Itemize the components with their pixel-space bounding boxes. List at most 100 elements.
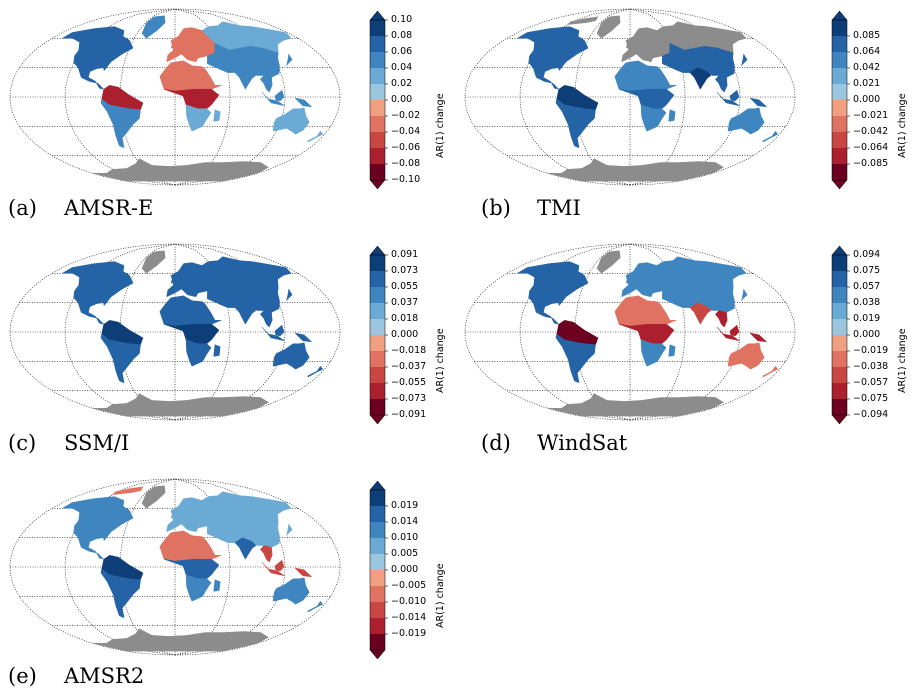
colorbar-svg <box>831 245 850 425</box>
colorbar-segment <box>832 52 847 69</box>
map-amsr2 <box>9 478 341 656</box>
panel-tmi: 0.085 0.064 0.042 0.021 0.000 −0.021 −0.042 −0.… <box>455 0 915 235</box>
colorbar-tick-label: −0.094 <box>853 409 889 420</box>
panel-amsr-e: 0.10 0.08 0.06 0.04 0.02 0.00 −0.02 −0.04 −0.06 −… <box>0 0 460 235</box>
land-borneo <box>274 559 285 572</box>
colorbar-segment <box>832 303 847 320</box>
colorbar-extend-top <box>369 480 386 491</box>
land-africa-s <box>185 104 212 132</box>
colorbar-tick-label: −0.010 <box>391 596 427 607</box>
colorbar-segment <box>370 602 385 619</box>
colorbar-segment <box>832 271 847 288</box>
graticule-meridian <box>574 8 631 186</box>
colorbar-svg <box>369 245 388 425</box>
panel-ssmi: 0.091 0.073 0.055 0.037 0.018 0.000 −0.018 −0.0… <box>0 235 460 470</box>
land-japan <box>741 53 748 66</box>
colorbar-tick-label: −0.018 <box>391 345 427 356</box>
colorbar-extend-top <box>831 245 848 256</box>
colorbar-segment <box>370 554 385 571</box>
colorbar-amsr-e: 0.10 0.08 0.06 0.04 0.02 0.00 −0.02 −0.04 −0.06 −… <box>368 10 458 190</box>
colorbar-segment <box>832 20 847 37</box>
land-uk <box>170 39 177 49</box>
colorbar-segment <box>370 303 385 320</box>
land-newguinea <box>749 332 768 343</box>
colorbar-tick-label: 0.042 <box>853 62 881 73</box>
land-madagascar <box>213 344 221 357</box>
colorbar-extend-bottom <box>831 414 848 425</box>
colorbar-segment <box>370 618 385 635</box>
colorbar-svg <box>369 480 388 660</box>
colorbar-windsat: 0.094 0.075 0.057 0.038 0.019 0.000 −0.019 −0.0… <box>830 245 915 425</box>
graticule-meridian <box>174 243 231 421</box>
colorbar-extend-top <box>369 245 386 256</box>
colorbar-tick-label: −0.08 <box>391 158 421 169</box>
land-india <box>689 302 712 325</box>
caption-amsr-e: (a) AMSR-E <box>8 196 153 220</box>
land-indonesia <box>716 326 740 342</box>
land-madagascar <box>668 344 676 357</box>
land-australia <box>272 107 310 135</box>
colorbar-extend-bottom <box>369 414 386 425</box>
colorbar-segment <box>370 538 385 555</box>
colorbar-tick-label: 0.038 <box>853 297 881 308</box>
colorbar-tick-label: 0.06 <box>391 46 413 57</box>
colorbar-tick-label: 0.00 <box>391 94 413 105</box>
colorbar-extend-top <box>831 10 848 21</box>
colorbar-segment <box>832 351 847 368</box>
colorbar-tick-label: 0.018 <box>391 313 419 324</box>
colorbar-title: AR(1) change <box>435 93 446 158</box>
land-antarctica <box>92 628 270 652</box>
land-uk <box>170 509 177 519</box>
land-na <box>61 261 134 325</box>
land-na-north <box>566 16 599 25</box>
colorbar-tick-label: −0.10 <box>391 174 421 185</box>
colorbar-tick-label: 0.10 <box>391 14 413 25</box>
land-borneo <box>274 89 285 102</box>
colorbar-tick-label: 0.037 <box>391 297 419 308</box>
colorbar-segment <box>370 68 385 85</box>
land-greenland <box>596 250 621 274</box>
land-seasia <box>259 75 273 93</box>
land-newguinea <box>294 567 313 578</box>
colorbar-tick-label: 0.000 <box>391 564 419 575</box>
land-sa-s <box>555 98 596 149</box>
colorbar-segment <box>832 68 847 85</box>
colorbar-tick-label: −0.019 <box>853 345 889 356</box>
colorbar-tick-label: −0.021 <box>853 110 889 121</box>
colorbar-segment <box>832 255 847 272</box>
caption-name: TMI <box>537 196 581 220</box>
colorbar-tick-label: 0.019 <box>391 500 419 511</box>
graticule-meridian <box>629 243 686 421</box>
colorbar-tick-label: 0.064 <box>853 46 881 57</box>
graticule-meridian <box>629 8 686 186</box>
colorbar-tick-label: 0.000 <box>391 329 419 340</box>
caption-letter: (c) <box>8 431 37 455</box>
colorbar-segment <box>370 634 385 651</box>
land-nz <box>762 130 779 143</box>
land-africa-c <box>163 323 220 344</box>
land-japan <box>741 288 748 301</box>
land-borneo <box>274 324 285 337</box>
land-na <box>61 26 134 90</box>
colorbar-tick-label: 0.019 <box>853 313 881 324</box>
colorbar-tick-label: 0.091 <box>391 249 419 260</box>
land-seasia <box>259 545 273 563</box>
colorbar-extend-bottom <box>369 649 386 660</box>
colorbar-segment <box>370 367 385 384</box>
land-india <box>234 537 257 560</box>
land-na <box>516 26 589 90</box>
land-madagascar <box>668 109 676 122</box>
colorbar-tick-label: −0.064 <box>853 142 889 153</box>
land-borneo <box>729 324 740 337</box>
land-uk <box>625 274 632 284</box>
colorbar-amsr2: 0.019 0.014 0.010 0.005 0.000 −0.005 −0.010 −0.… <box>368 480 458 660</box>
panel-amsr2: 0.019 0.014 0.010 0.005 0.000 −0.005 −0.010 −0.… <box>0 470 460 700</box>
colorbar-segment <box>370 335 385 352</box>
land-africa-c <box>618 88 675 109</box>
colorbar-segment <box>370 52 385 69</box>
caption-windsat: (d) WindSat <box>481 431 627 455</box>
colorbar-segment <box>370 20 385 37</box>
colorbar-segment <box>370 490 385 507</box>
land-na <box>61 496 134 560</box>
land-madagascar <box>213 109 221 122</box>
